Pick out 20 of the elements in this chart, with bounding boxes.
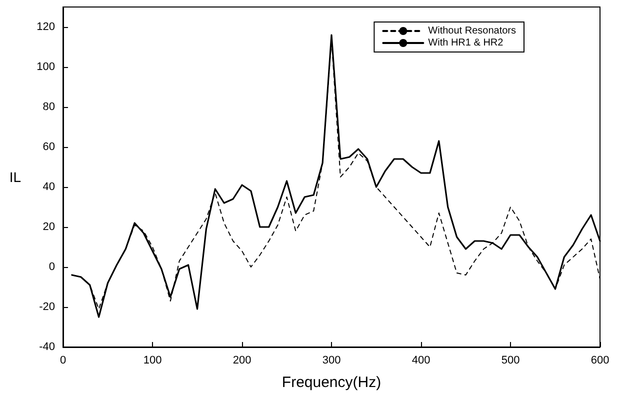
x-tick-label: 100 (143, 354, 162, 366)
legend-label: With HR1 & HR2 (428, 38, 504, 48)
y-tick-label: 40 (42, 181, 55, 193)
legend-label: Without Resonators (428, 26, 516, 36)
y-tick-label: -40 (39, 341, 55, 353)
x-tick-label: 500 (501, 354, 520, 366)
x-tick-label: 600 (590, 354, 610, 366)
x-tick-label: 300 (322, 354, 341, 366)
y-tick-label: 0 (48, 261, 55, 273)
y-tick-label: 80 (42, 101, 55, 113)
x-axis-title: Frequency(Hz) (282, 374, 382, 391)
x-tick-label: 400 (412, 354, 430, 366)
y-axis-title: IL (9, 169, 22, 185)
y-tick-label: 120 (36, 21, 55, 33)
y-tick-label: 20 (42, 221, 55, 233)
x-tick-label: 200 (232, 354, 252, 366)
y-tick-label: -20 (39, 301, 55, 313)
y-tick-label: 60 (42, 141, 55, 153)
y-tick-label: 100 (36, 61, 55, 73)
x-tick-label: 0 (60, 354, 66, 366)
